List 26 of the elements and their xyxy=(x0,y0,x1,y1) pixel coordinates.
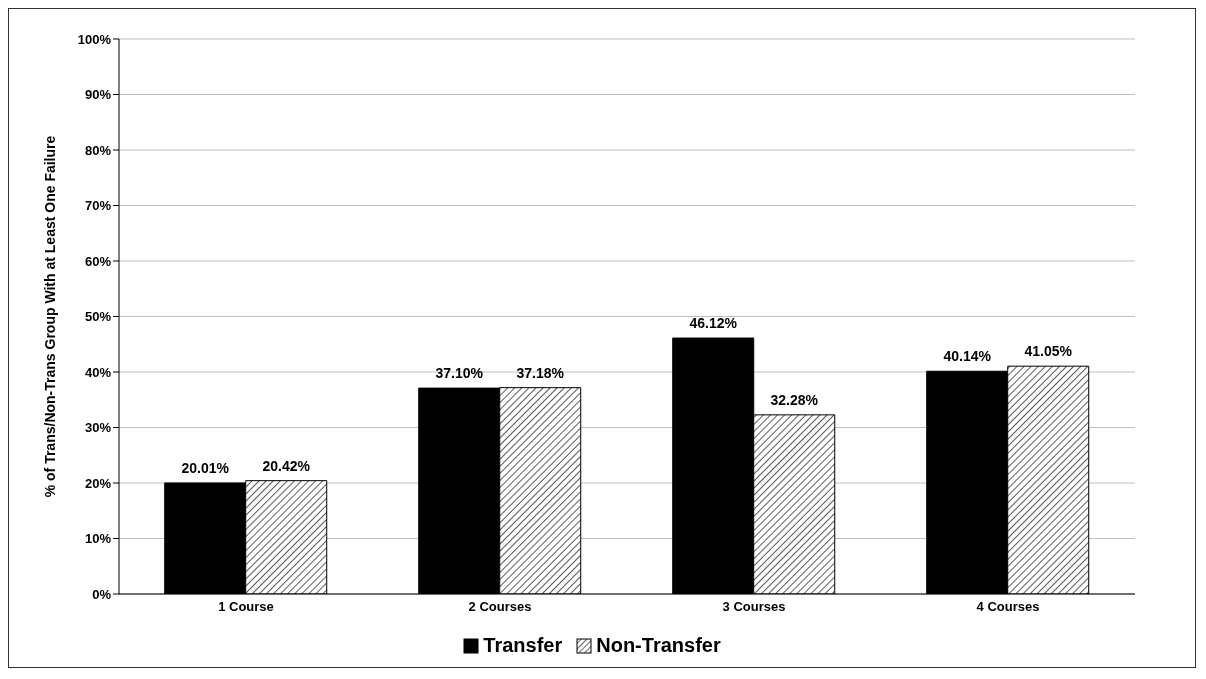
x-tick-label: 2 Courses xyxy=(468,599,532,615)
y-tick-label: 50% xyxy=(84,309,112,325)
legend-label: Transfer xyxy=(482,634,563,657)
y-tick-label: 100% xyxy=(77,31,112,47)
y-tick-label: 70% xyxy=(84,198,112,214)
data-label: 37.10% xyxy=(435,365,484,382)
data-label: 37.18% xyxy=(516,364,565,381)
data-label: 40.14% xyxy=(943,348,992,365)
y-tick-label: 40% xyxy=(84,364,112,380)
y-tick-label: 30% xyxy=(84,420,112,436)
y-tick-label: 60% xyxy=(84,253,112,269)
y-tick-label: 80% xyxy=(84,142,112,158)
x-tick-label: 3 Courses xyxy=(722,599,786,615)
x-tick-label: 1 Course xyxy=(218,599,274,615)
data-label: 46.12% xyxy=(689,315,738,332)
y-axis-title: % of Trans/Non-Trans Group With at Least One Failure xyxy=(41,135,58,498)
data-label: 20.01% xyxy=(181,459,230,476)
y-tick-label: 90% xyxy=(84,87,112,103)
y-tick-label: 20% xyxy=(84,475,112,491)
data-label: 32.28% xyxy=(770,391,819,408)
data-label: 20.42% xyxy=(262,457,311,474)
data-label: 41.05% xyxy=(1024,343,1073,360)
text: Non-Transfer xyxy=(595,634,721,657)
y-tick-label: 10% xyxy=(84,531,112,547)
y-tick-label: 0% xyxy=(92,586,112,602)
x-tick-label: 4 Courses xyxy=(976,599,1040,615)
